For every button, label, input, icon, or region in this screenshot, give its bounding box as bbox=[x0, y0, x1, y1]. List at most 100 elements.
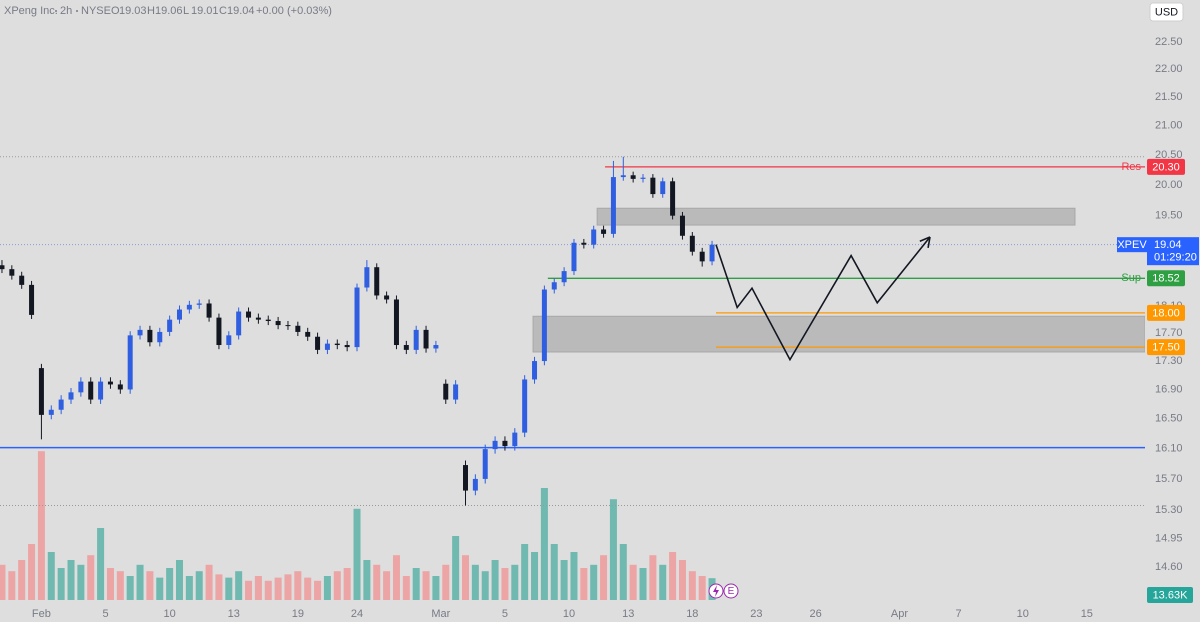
x-tick-label: 13 bbox=[622, 608, 634, 620]
y-tick-label: 20.50 bbox=[1155, 149, 1183, 161]
y-tick-label: 14.60 bbox=[1155, 561, 1183, 573]
y-tick-label: 15.30 bbox=[1155, 504, 1183, 516]
candle-body bbox=[670, 181, 676, 216]
y-tick-label: 15.70 bbox=[1155, 473, 1183, 485]
y-tick-label: 17.70 bbox=[1155, 327, 1183, 339]
candle-body bbox=[0, 265, 5, 270]
candle-body bbox=[581, 242, 587, 245]
lightning-icon bbox=[713, 585, 719, 597]
x-tick-label: 18 bbox=[686, 608, 698, 620]
x-tick-label: Feb bbox=[32, 608, 51, 620]
ohlc-value: 19.06 bbox=[155, 5, 183, 17]
candle-body bbox=[206, 303, 212, 318]
volume-bar bbox=[136, 564, 144, 600]
candle-body bbox=[29, 284, 35, 315]
volume-bar bbox=[245, 580, 253, 600]
candle-body bbox=[472, 478, 478, 491]
candle-body bbox=[492, 440, 498, 450]
x-tick-label: Mar bbox=[431, 608, 450, 620]
volume-bar bbox=[531, 552, 539, 600]
volume-bar bbox=[402, 576, 410, 600]
volume-bar bbox=[540, 488, 548, 600]
volume-bar bbox=[639, 568, 647, 600]
volume-bar bbox=[28, 544, 36, 600]
currency: USD bbox=[1155, 6, 1178, 18]
volume-bar bbox=[57, 568, 65, 600]
candle-body bbox=[354, 287, 360, 348]
candle-body bbox=[246, 311, 252, 318]
candle-body bbox=[512, 432, 518, 447]
volume-bar bbox=[18, 560, 26, 600]
candle-body bbox=[295, 325, 301, 332]
volume-bar bbox=[649, 555, 657, 600]
volume-bar bbox=[166, 568, 174, 600]
candle-body bbox=[532, 361, 538, 380]
price-tag-label: 18.00 bbox=[1152, 307, 1180, 319]
earnings-label: E bbox=[728, 586, 735, 597]
price-tag bbox=[1147, 339, 1185, 356]
candle-body bbox=[88, 381, 94, 400]
volume-bar bbox=[274, 577, 282, 600]
interval: 2h bbox=[60, 5, 72, 17]
candle-body bbox=[275, 321, 281, 326]
y-tick-label: 22.00 bbox=[1155, 63, 1183, 75]
x-tick-label: 19 bbox=[292, 608, 304, 620]
volume-bar bbox=[116, 571, 124, 600]
ohlc-label: H bbox=[147, 5, 155, 17]
volume-bar bbox=[600, 555, 608, 600]
ohlc-value: 19.03 bbox=[119, 5, 147, 17]
price-tag bbox=[1147, 158, 1185, 175]
x-tick-label: 10 bbox=[1017, 608, 1029, 620]
currency-button[interactable] bbox=[1149, 2, 1184, 22]
candle-body bbox=[98, 381, 104, 400]
y-tick-label: 22.50 bbox=[1155, 36, 1183, 48]
volume-bar bbox=[284, 574, 292, 600]
volume-bar bbox=[264, 580, 272, 600]
volume-bar bbox=[106, 568, 114, 600]
level-name: Res bbox=[1121, 161, 1141, 173]
earnings-icon[interactable] bbox=[723, 583, 739, 599]
volume-bar bbox=[521, 544, 529, 600]
candle-body bbox=[522, 379, 528, 433]
symbol-name: XPeng Inc. bbox=[4, 5, 58, 17]
candle-body bbox=[453, 384, 459, 400]
y-tick-label: 16.50 bbox=[1155, 412, 1183, 424]
candle-body bbox=[186, 304, 192, 310]
y-tick-label: 17.30 bbox=[1155, 355, 1183, 367]
volume-tag bbox=[1147, 587, 1193, 603]
candle-body bbox=[591, 229, 597, 245]
price-tag bbox=[1147, 304, 1185, 321]
volume-bar bbox=[37, 451, 45, 600]
zone bbox=[532, 315, 1145, 353]
candle-body bbox=[384, 295, 390, 300]
volume-bar bbox=[175, 560, 183, 600]
volume-bar bbox=[67, 560, 75, 600]
candle-body bbox=[660, 181, 666, 195]
plot-area bbox=[0, 156, 1145, 600]
candle-body bbox=[413, 329, 419, 350]
candle-body bbox=[620, 175, 626, 178]
volume-bar bbox=[383, 571, 391, 600]
volume-bar bbox=[461, 555, 469, 600]
volume-bar bbox=[688, 571, 696, 600]
last-price-tag bbox=[1147, 237, 1199, 266]
y-tick-label: 19.50 bbox=[1155, 210, 1183, 222]
volume-bar bbox=[629, 564, 637, 600]
volume-bar bbox=[323, 576, 331, 600]
volume-bar bbox=[235, 571, 243, 600]
candle-body bbox=[167, 319, 173, 332]
candle-body bbox=[236, 311, 242, 336]
ohlc-label: L bbox=[183, 5, 189, 17]
volume-bar bbox=[560, 560, 568, 600]
volume-bar bbox=[343, 568, 351, 600]
volume-bar bbox=[422, 571, 430, 600]
volume-bar bbox=[491, 560, 499, 600]
volume-bar bbox=[392, 555, 400, 600]
x-tick-label: 23 bbox=[750, 608, 762, 620]
volume-bar bbox=[156, 577, 164, 600]
candle-body bbox=[216, 317, 222, 346]
volume-bar bbox=[314, 580, 322, 600]
volume-bar bbox=[609, 499, 617, 600]
